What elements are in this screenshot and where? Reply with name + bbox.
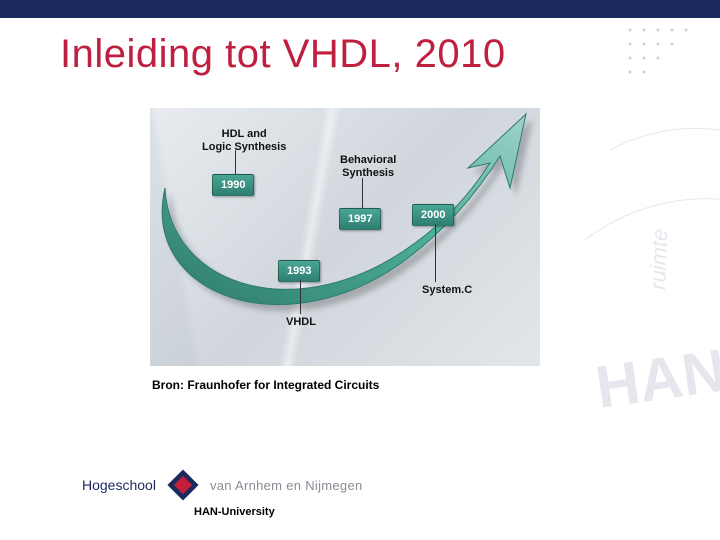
milestone-label-1990: HDL and Logic Synthesis [202, 128, 286, 153]
footer-logo-block: Hogeschool van Arnhem en Nijmegen [82, 468, 363, 502]
callout-line-1993 [300, 280, 301, 314]
milestone-label-1993: VHDL [286, 316, 316, 329]
page-title: Inleiding tot VHDL, 2010 [60, 32, 506, 77]
callout-line-2000 [435, 224, 436, 282]
diagram-caption: Bron: Fraunhofer for Integrated Circuits [152, 378, 379, 392]
year-box-1993: 1993 [278, 260, 320, 282]
top-bar [0, 0, 720, 18]
han-university-label: HAN-University [194, 506, 275, 518]
svg-text:HAN: HAN [592, 337, 720, 421]
year-box-1997: 1997 [339, 208, 381, 230]
timeline-diagram: 1990 HDL and Logic Synthesis 1993 VHDL 1997 B… [150, 108, 540, 366]
year-box-1990: 1990 [212, 174, 254, 196]
callout-line-1997 [362, 178, 363, 208]
hogeschool-label: Hogeschool [82, 477, 156, 493]
van-arnhem-label: van Arnhem en Nijmegen [210, 478, 363, 493]
milestone-label-2000: System.C [422, 284, 472, 297]
watermark-han: HAN ruimte [580, 90, 720, 510]
han-logo-icon [166, 468, 200, 502]
callout-line-1990 [235, 150, 236, 174]
year-box-2000: 2000 [412, 204, 454, 226]
corner-dots [620, 20, 710, 90]
milestone-label-1997: Behavioral Synthesis [340, 154, 396, 179]
svg-text:ruimte: ruimte [645, 228, 672, 290]
